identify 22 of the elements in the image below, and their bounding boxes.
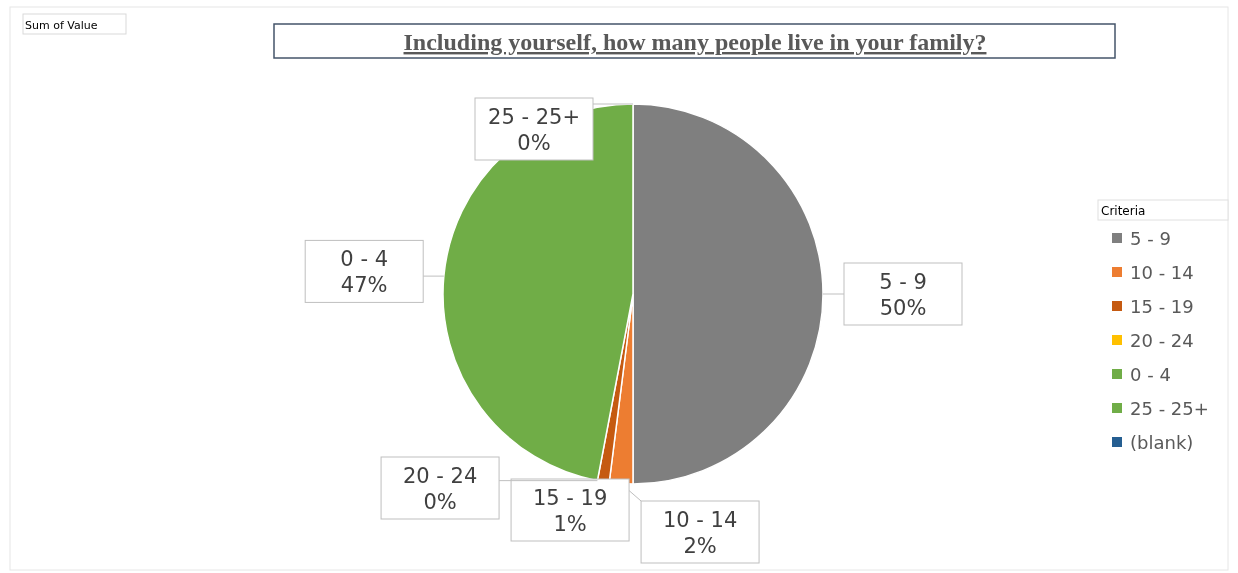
chart-title: Including yourself, how many people live in your family? — [403, 29, 987, 55]
legend-label: 10 - 14 — [1130, 262, 1194, 283]
legend-label: 0 - 4 — [1130, 364, 1171, 385]
data-label: 47% — [340, 273, 388, 298]
legend-label: 25 - 25+ — [1130, 398, 1209, 419]
slice-label: 10 - 14 — [662, 508, 738, 532]
data-label: 1% — [553, 512, 587, 536]
text: 0% — [517, 131, 551, 155]
slice-label: 5 - 9 — [879, 270, 927, 294]
text: 0% — [423, 490, 457, 514]
slice-label: 15 - 19 — [532, 486, 608, 510]
slice-label: 0 - 4 — [340, 247, 389, 272]
legend-label: (blank) — [1130, 432, 1194, 453]
category-label: 20 - 24 — [402, 464, 478, 488]
legend-label: 20 - 24 — [1130, 330, 1194, 351]
legend-label: 15 - 19 — [1130, 296, 1194, 317]
category-label: 25 - 25+ — [488, 105, 580, 129]
data-label: 2% — [683, 534, 717, 558]
legend-label: 5 - 9 — [1130, 228, 1171, 249]
legend-title: Criteria — [1101, 204, 1146, 218]
data-label: 50% — [879, 296, 927, 320]
text: Sum of Value — [25, 19, 98, 32]
